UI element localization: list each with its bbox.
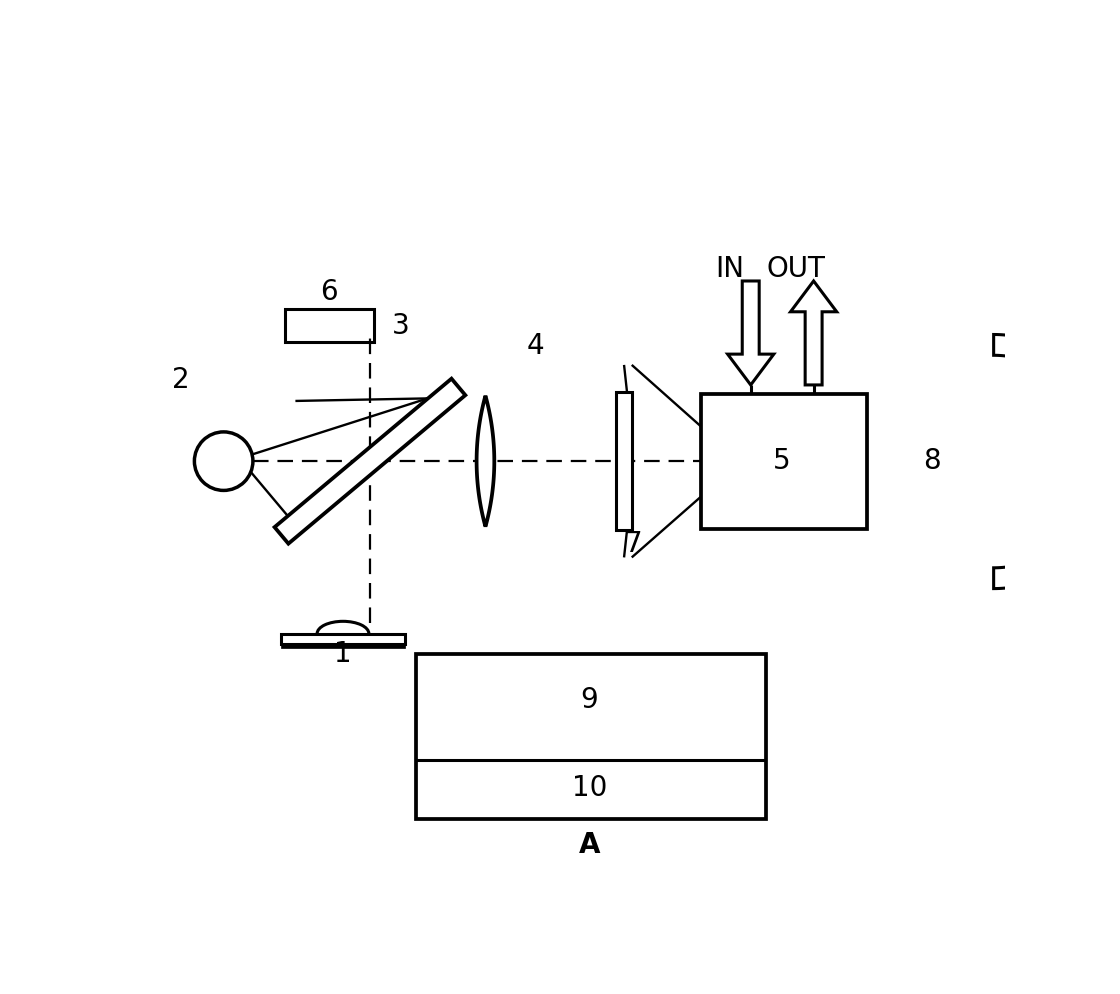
- Text: OUT: OUT: [766, 254, 825, 282]
- Text: 6: 6: [320, 277, 338, 306]
- Text: 5: 5: [773, 447, 791, 475]
- Polygon shape: [477, 396, 494, 527]
- Polygon shape: [728, 281, 774, 385]
- Text: 4: 4: [526, 332, 544, 360]
- Bar: [281, 644, 404, 648]
- Polygon shape: [791, 281, 837, 385]
- Text: 10: 10: [571, 774, 607, 802]
- Text: 9: 9: [580, 686, 598, 714]
- Bar: [616, 392, 632, 531]
- Circle shape: [195, 432, 253, 490]
- Text: A: A: [579, 831, 600, 859]
- Text: 3: 3: [392, 312, 410, 340]
- Bar: [417, 654, 766, 819]
- Bar: [701, 395, 867, 529]
- Text: 1: 1: [334, 640, 352, 668]
- Text: 2: 2: [172, 367, 190, 395]
- Bar: [281, 633, 404, 644]
- Polygon shape: [274, 379, 465, 544]
- Bar: [286, 309, 374, 342]
- Text: 8: 8: [923, 447, 941, 475]
- Text: IN: IN: [715, 254, 744, 282]
- Text: 7: 7: [625, 531, 643, 559]
- Polygon shape: [993, 335, 1120, 588]
